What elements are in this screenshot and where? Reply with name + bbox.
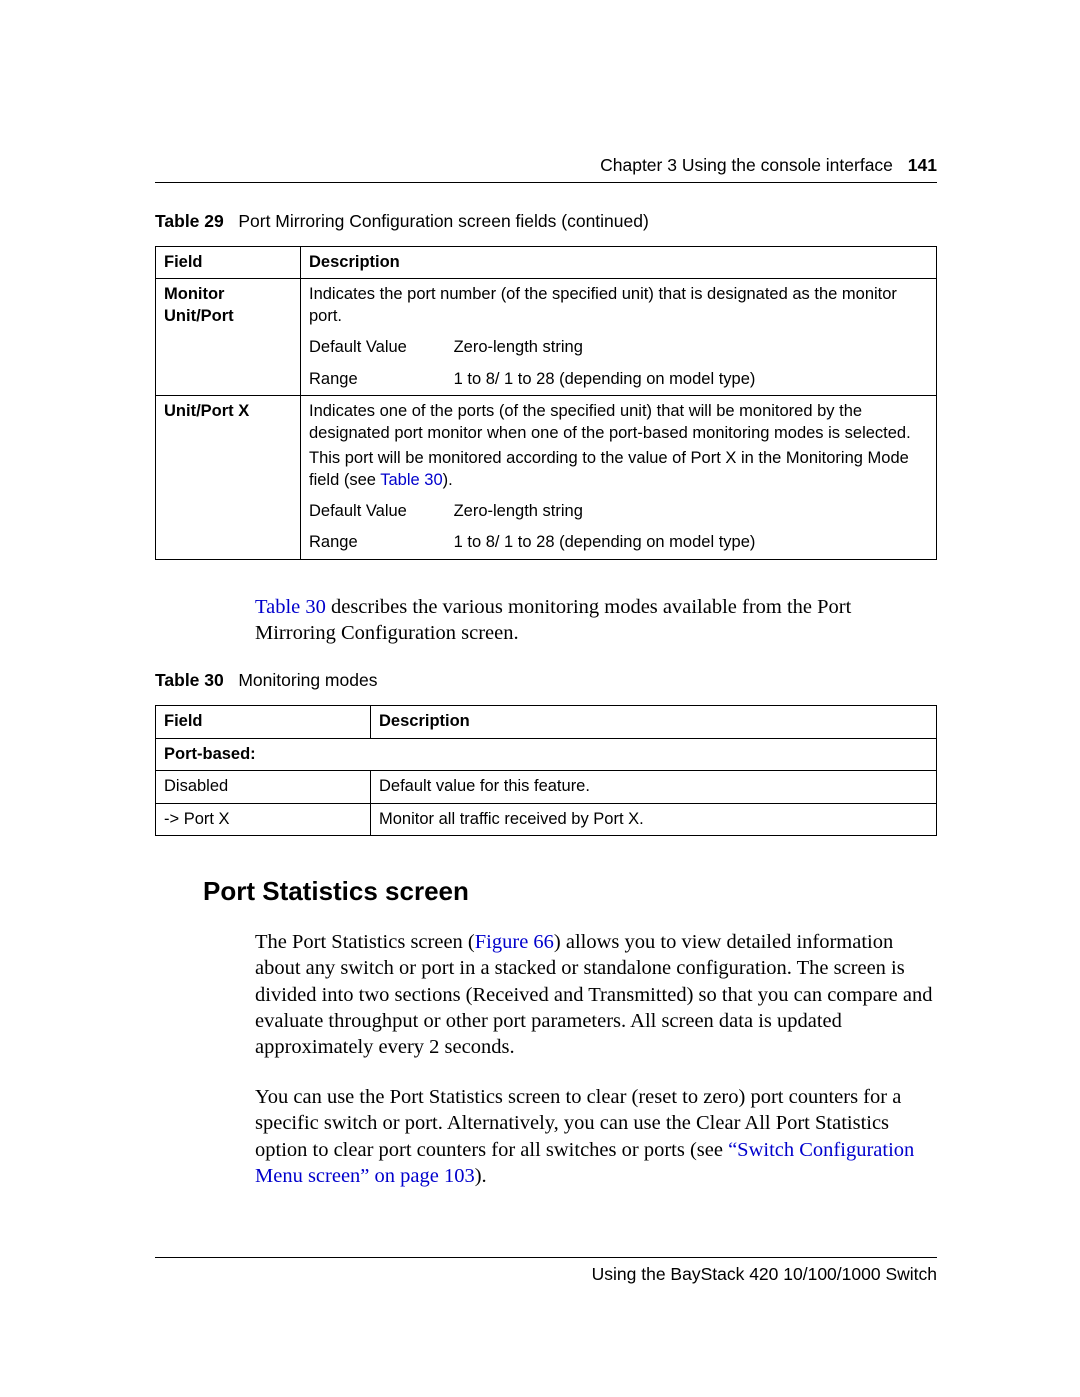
header-rule <box>155 182 937 183</box>
table29-r1-range-value: 1 to 8/ 1 to 28 (depending on model type… <box>454 370 756 388</box>
table29-r2-field: Unit/Port X <box>156 396 301 496</box>
table30-r1-desc: Default value for this feature. <box>371 771 937 803</box>
figure66-xref[interactable]: Figure 66 <box>475 931 554 953</box>
table29-r2-range-label: Range <box>309 532 449 553</box>
table-row: Monitor Unit/Port Indicates the port num… <box>156 279 937 332</box>
paragraph: You can use the Port Statistics screen t… <box>255 1084 937 1189</box>
page-number: 141 <box>908 155 937 175</box>
table29-r1-range-label: Range <box>309 369 449 390</box>
para1-text: describes the various monitoring modes a… <box>255 596 851 644</box>
table30-head-desc: Description <box>371 706 937 738</box>
table30-xref[interactable]: Table 30 <box>380 471 442 489</box>
table29-r1-dv-value: Zero-length string <box>454 338 583 356</box>
table29-r1-desc: Indicates the port number (of the specif… <box>301 279 937 332</box>
table29-caption-text: Port Mirroring Configuration screen fiel… <box>238 211 648 231</box>
table30-r2-desc: Monitor all traffic received by Port X. <box>371 803 937 835</box>
table30-xref-inline[interactable]: Table 30 <box>255 596 326 618</box>
table29-r2-desc2b: ). <box>443 471 453 489</box>
table29-caption-label: Table 29 <box>155 211 224 231</box>
running-header: Chapter 3 Using the console interface 14… <box>155 155 937 176</box>
table-row: Unit/Port X Indicates one of the ports (… <box>156 396 937 496</box>
table29-r2-dv-value: Zero-length string <box>454 502 583 520</box>
table30-header-row: Field Description <box>156 706 937 738</box>
table29-r2-range-value: 1 to 8/ 1 to 28 (depending on model type… <box>454 533 756 551</box>
table-row: Range 1 to 8/ 1 to 28 (depending on mode… <box>156 527 937 559</box>
table30-section-row: Port-based: <box>156 738 937 770</box>
table29-head-desc: Description <box>301 247 937 279</box>
section-heading: Port Statistics screen <box>203 876 937 907</box>
table30-r2-field: -> Port X <box>156 803 371 835</box>
table-row: Range 1 to 8/ 1 to 28 (depending on mode… <box>156 364 937 396</box>
table29-r2-desc1: Indicates one of the ports (of the speci… <box>309 402 911 441</box>
table30-caption: Table 30 Monitoring modes <box>155 670 937 691</box>
table30-head-field: Field <box>156 706 371 738</box>
table29-header-row: Field Description <box>156 247 937 279</box>
table30: Field Description Port-based: Disabled D… <box>155 705 937 836</box>
paragraph: The Port Statistics screen (Figure 66) a… <box>255 929 937 1060</box>
table29-r1-field: Monitor Unit/Port <box>156 279 301 332</box>
running-footer: Using the BayStack 420 10/100/1000 Switc… <box>155 1264 937 1285</box>
table29: Field Description Monitor Unit/Port Indi… <box>155 246 937 560</box>
table29-caption: Table 29 Port Mirroring Configuration sc… <box>155 211 937 232</box>
table29-r1-dv-label: Default Value <box>309 337 449 358</box>
table-row: -> Port X Monitor all traffic received b… <box>156 803 937 835</box>
chapter-label: Chapter 3 Using the console interface <box>600 155 893 175</box>
footer-rule <box>155 1257 937 1258</box>
table30-section: Port-based: <box>156 738 937 770</box>
table-row: Default Value Zero-length string <box>156 496 937 527</box>
table30-r1-field: Disabled <box>156 771 371 803</box>
table30-caption-label: Table 30 <box>155 670 224 690</box>
table29-r2-dv-label: Default Value <box>309 501 449 522</box>
paragraph: Table 30 describes the various monitorin… <box>255 594 937 646</box>
para3b: ). <box>475 1165 487 1187</box>
table-row: Default Value Zero-length string <box>156 332 937 363</box>
table-row: Disabled Default value for this feature. <box>156 771 937 803</box>
table29-r2-desc: Indicates one of the ports (of the speci… <box>301 396 937 496</box>
table30-caption-text: Monitoring modes <box>238 670 377 690</box>
para2a: The Port Statistics screen ( <box>255 931 475 953</box>
table29-head-field: Field <box>156 247 301 279</box>
